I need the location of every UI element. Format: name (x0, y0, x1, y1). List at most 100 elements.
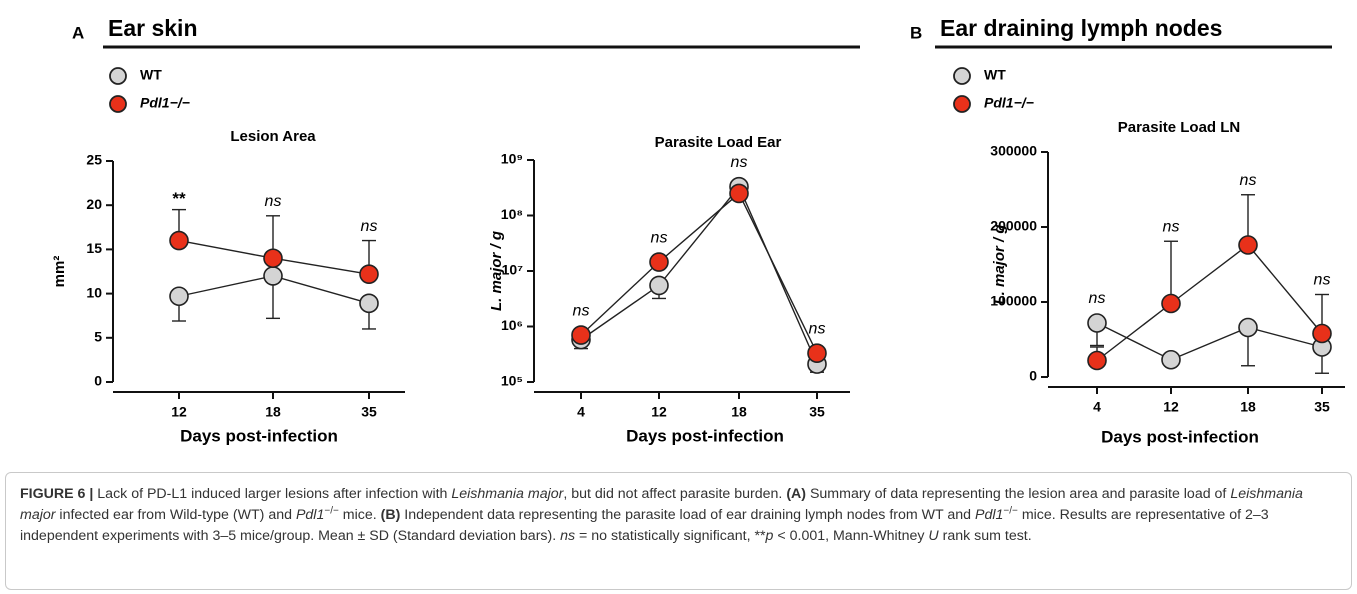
caption-text: Independent data representing the parasi… (400, 507, 976, 523)
y-tick-label: 10⁸ (501, 206, 523, 222)
legend-label: WT (140, 67, 162, 83)
significance-label: ns (731, 154, 748, 171)
data-point (169, 230, 189, 251)
legend-marker (953, 67, 971, 85)
chart-title: Lesion Area (230, 128, 316, 145)
caption-text: Leishmania major (451, 486, 564, 502)
data-point (649, 275, 669, 296)
x-tick-label: 18 (1240, 399, 1256, 415)
caption-text: Pdl1 (975, 507, 1004, 523)
x-tick-label: 35 (1314, 399, 1330, 415)
y-axis-label: L. major / g (488, 231, 505, 311)
x-tick-label: 4 (577, 404, 585, 420)
caption-text: < 0.001, Mann-Whitney (773, 528, 929, 544)
caption-text: Summary of data representing the lesion … (806, 486, 1231, 502)
data-point (359, 293, 379, 314)
caption-text: (B) (380, 507, 401, 523)
y-tick-label: 25 (86, 152, 102, 168)
significance-label: ns (809, 320, 826, 337)
significance-label: ns (651, 229, 668, 246)
y-tick-label: 200000 (990, 218, 1037, 234)
legend-marker (109, 95, 127, 113)
y-tick-label: 20 (86, 196, 102, 212)
data-point (263, 248, 283, 269)
data-point (1087, 313, 1107, 333)
data-point (729, 183, 749, 204)
y-tick-label: 100000 (990, 293, 1037, 309)
data-point (1161, 349, 1181, 370)
x-tick-label: 18 (731, 404, 747, 420)
significance-label: ** (172, 189, 186, 208)
legend-label: WT (984, 67, 1006, 83)
x-axis-label: Days post-infection (180, 426, 338, 445)
caption-text: rank sum test. (938, 528, 1032, 544)
series-line (1096, 244, 1323, 362)
data-point (1312, 323, 1332, 344)
caption-text: Leishmania major (20, 486, 1303, 523)
x-tick-label: 35 (361, 404, 377, 420)
y-tick-label: 300000 (990, 143, 1037, 159)
data-point (1087, 350, 1107, 371)
caption-text: infected ear from Wild-type (WT) and (55, 507, 296, 523)
panel-label: A (72, 23, 84, 42)
legend-label: Pdl1−/− (984, 95, 1034, 111)
y-tick-label: 0 (94, 373, 102, 389)
significance-label: ns (1314, 272, 1331, 289)
y-tick-label: 0 (1029, 368, 1037, 384)
y-tick-label: 5 (94, 329, 102, 345)
y-tick-label: 10⁷ (502, 262, 524, 278)
caption-text: FIGURE 6 | (20, 486, 94, 502)
x-axis-label: Days post-infection (1101, 427, 1259, 446)
data-point (1238, 235, 1258, 255)
caption-text: = no statistically significant, ** (575, 528, 766, 544)
caption-text: ns (560, 528, 576, 544)
data-point (169, 286, 189, 307)
chart-title: Parasite Load LN (1118, 119, 1241, 136)
caption-text: Lack of PD-L1 induced larger lesions aft… (93, 486, 452, 502)
y-tick-label: 10⁵ (501, 373, 523, 389)
x-tick-label: 12 (171, 404, 187, 420)
x-axis-label: Days post-infection (626, 426, 784, 445)
y-tick-label: 10⁹ (501, 151, 523, 167)
y-tick-label: 15 (86, 240, 102, 256)
caption-text: mice. (338, 507, 381, 523)
legend-label: Pdl1−/− (140, 95, 190, 111)
caption-text: −/− (324, 505, 339, 517)
data-point (807, 343, 827, 364)
series-line (580, 185, 818, 365)
significance-label: ns (1240, 172, 1257, 189)
y-tick-label: 10 (86, 284, 102, 300)
x-tick-label: 18 (265, 404, 281, 420)
caption-text: , but did not affect parasite burden. (563, 486, 787, 502)
significance-label: ns (1089, 290, 1106, 307)
figure-caption: FIGURE 6 | Lack of PD-L1 induced larger … (5, 472, 1352, 590)
series-line (580, 192, 818, 354)
panel-heading: Ear skin (108, 15, 198, 41)
data-point (263, 266, 283, 286)
panel-heading: Ear draining lymph nodes (940, 15, 1222, 41)
significance-label: ns (361, 218, 378, 235)
x-tick-label: 4 (1093, 399, 1101, 415)
caption-text: U (928, 528, 939, 544)
data-point (1161, 293, 1181, 314)
data-point (649, 252, 669, 272)
significance-label: ns (1163, 218, 1180, 235)
panel-label: B (910, 23, 922, 42)
y-axis-label: mm² (51, 256, 68, 288)
chart-title: Parasite Load Ear (655, 134, 782, 151)
x-tick-label: 12 (651, 404, 667, 420)
series-line (1096, 322, 1323, 361)
y-tick-label: 10⁶ (501, 317, 523, 333)
x-tick-label: 35 (809, 404, 825, 420)
data-point (1238, 317, 1258, 338)
data-point (571, 325, 591, 345)
y-axis-label: L. major / g (991, 224, 1008, 304)
significance-label: ns (265, 193, 282, 210)
caption-text: mice. Results are representative of 2–3 … (20, 507, 1269, 544)
x-tick-label: 12 (1163, 399, 1179, 415)
caption-text: −/− (1003, 505, 1018, 517)
significance-label: ns (573, 302, 590, 319)
caption-text: (A) (786, 486, 807, 502)
figure: A Ear skin B Ear draining lymph nodes WT… (51, 15, 1345, 446)
